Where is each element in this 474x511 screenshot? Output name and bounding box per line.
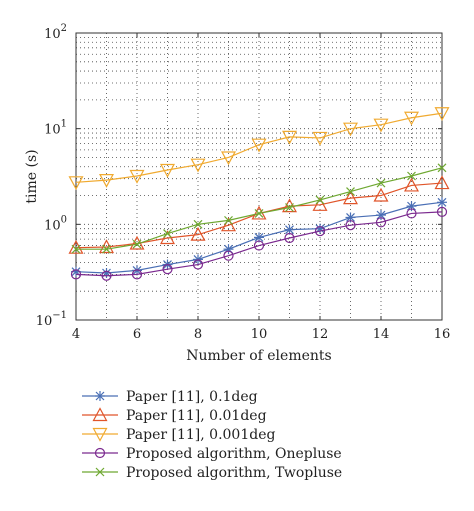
data-point-marker <box>373 187 389 202</box>
data-point-marker <box>68 176 84 191</box>
data-point-marker <box>163 229 172 239</box>
data-point-marker <box>281 130 298 145</box>
data-point-marker <box>92 427 108 442</box>
data-point-marker <box>190 158 206 173</box>
data-point-marker <box>71 244 81 254</box>
x-axis-title: Number of elements <box>186 348 331 364</box>
x-tick-label: 16 <box>434 327 451 342</box>
data-point-marker <box>342 190 359 205</box>
series-4 <box>70 206 448 281</box>
data-point-marker <box>434 107 450 121</box>
series-3 <box>68 107 450 191</box>
data-point-marker <box>314 225 326 237</box>
data-point-marker <box>220 151 237 166</box>
data-point-marker <box>437 197 447 208</box>
y-tick-label-exponent: 0 <box>61 214 67 225</box>
y-tick-label-base: 10 <box>44 123 61 138</box>
data-point-marker <box>406 201 417 212</box>
data-point-marker <box>253 240 265 251</box>
data-point-marker <box>285 203 294 212</box>
data-point-marker <box>98 173 115 188</box>
x-tick-label: 10 <box>251 327 268 342</box>
data-point-marker <box>407 171 416 181</box>
data-point-marker <box>315 195 325 205</box>
data-point-marker <box>190 226 206 241</box>
y-tick-label-base: 10 <box>36 314 53 329</box>
data-point-marker <box>68 239 84 254</box>
data-point-marker <box>403 111 420 126</box>
legend: Paper [11], 0.1deg Paper [11], 0.01deg Pap… <box>82 389 342 481</box>
data-point-marker <box>436 206 448 217</box>
data-point-marker <box>406 208 417 219</box>
y-tick-label-base: 10 <box>44 27 61 42</box>
y-tick-label: 100 <box>44 214 67 233</box>
data-point-marker <box>284 232 295 244</box>
data-point-marker <box>159 163 176 178</box>
data-point-marker <box>403 177 420 192</box>
data-point-marker <box>223 250 234 261</box>
series-layer <box>68 107 450 281</box>
data-point-marker <box>254 209 264 218</box>
y-tick-label-exponent: 1 <box>61 119 67 130</box>
axis-ticks <box>75 32 443 321</box>
data-point-marker <box>375 217 387 228</box>
legend-entry: Proposed algorithm, Onepluse <box>82 446 342 462</box>
x-tick-label: 12 <box>312 327 329 342</box>
series-line <box>75 211 443 277</box>
legend-label: Paper [11], 0.1deg <box>126 389 258 405</box>
data-point-marker <box>376 178 386 188</box>
data-point-marker <box>162 264 173 275</box>
y-tick-label-exponent: −1 <box>52 310 67 321</box>
data-point-marker <box>132 239 142 249</box>
data-point-marker <box>434 175 450 190</box>
data-point-marker <box>193 219 203 229</box>
data-point-marker <box>92 407 108 422</box>
data-point-marker <box>373 118 389 133</box>
y-tick-label-exponent: 2 <box>61 23 67 34</box>
legend-entry: Paper [11], 0.01deg <box>82 407 267 424</box>
y-tick-label: 10−1 <box>36 310 67 329</box>
y-tick-label: 102 <box>44 23 67 42</box>
y-tick-label-base: 10 <box>44 218 61 233</box>
legend-label: Proposed algorithm, Twopluse <box>126 465 342 481</box>
data-point-marker <box>437 163 447 173</box>
data-point-marker <box>95 467 105 477</box>
data-point-marker <box>102 244 111 254</box>
data-point-marker <box>312 131 328 146</box>
data-point-marker <box>129 169 145 184</box>
series-line <box>75 112 443 183</box>
data-point-marker <box>220 217 237 232</box>
series-5 <box>71 163 447 254</box>
legend-label: Proposed algorithm, Onepluse <box>126 446 342 462</box>
data-point-marker <box>376 210 386 221</box>
data-point-marker <box>251 138 267 153</box>
data-point-marker <box>95 391 105 401</box>
legend-entry: Paper [11], 0.001deg <box>82 427 275 443</box>
data-point-marker <box>94 447 106 459</box>
data-point-marker <box>342 122 359 137</box>
data-point-marker <box>224 215 233 225</box>
data-point-marker <box>346 187 355 196</box>
y-axis-title: time (s) <box>24 149 40 203</box>
legend-label: Paper [11], 0.001deg <box>126 427 275 443</box>
data-point-marker <box>193 254 203 265</box>
data-point-marker <box>312 197 328 211</box>
data-point-marker <box>101 270 112 281</box>
data-point-marker <box>345 220 356 231</box>
x-tick-label: 14 <box>373 327 390 342</box>
data-point-marker <box>192 259 204 270</box>
legend-entry: Proposed algorithm, Twopluse <box>82 465 342 481</box>
data-point-marker <box>131 269 143 280</box>
x-tick-label: 6 <box>133 327 141 342</box>
x-tick-label: 4 <box>72 327 80 342</box>
legend-entry: Paper [11], 0.1deg <box>82 389 258 405</box>
x-tick-label: 8 <box>194 327 202 342</box>
data-point-marker <box>281 198 298 213</box>
data-point-marker <box>70 269 82 280</box>
y-tick-label: 101 <box>44 119 67 138</box>
legend-label: Paper [11], 0.01deg <box>126 408 267 424</box>
